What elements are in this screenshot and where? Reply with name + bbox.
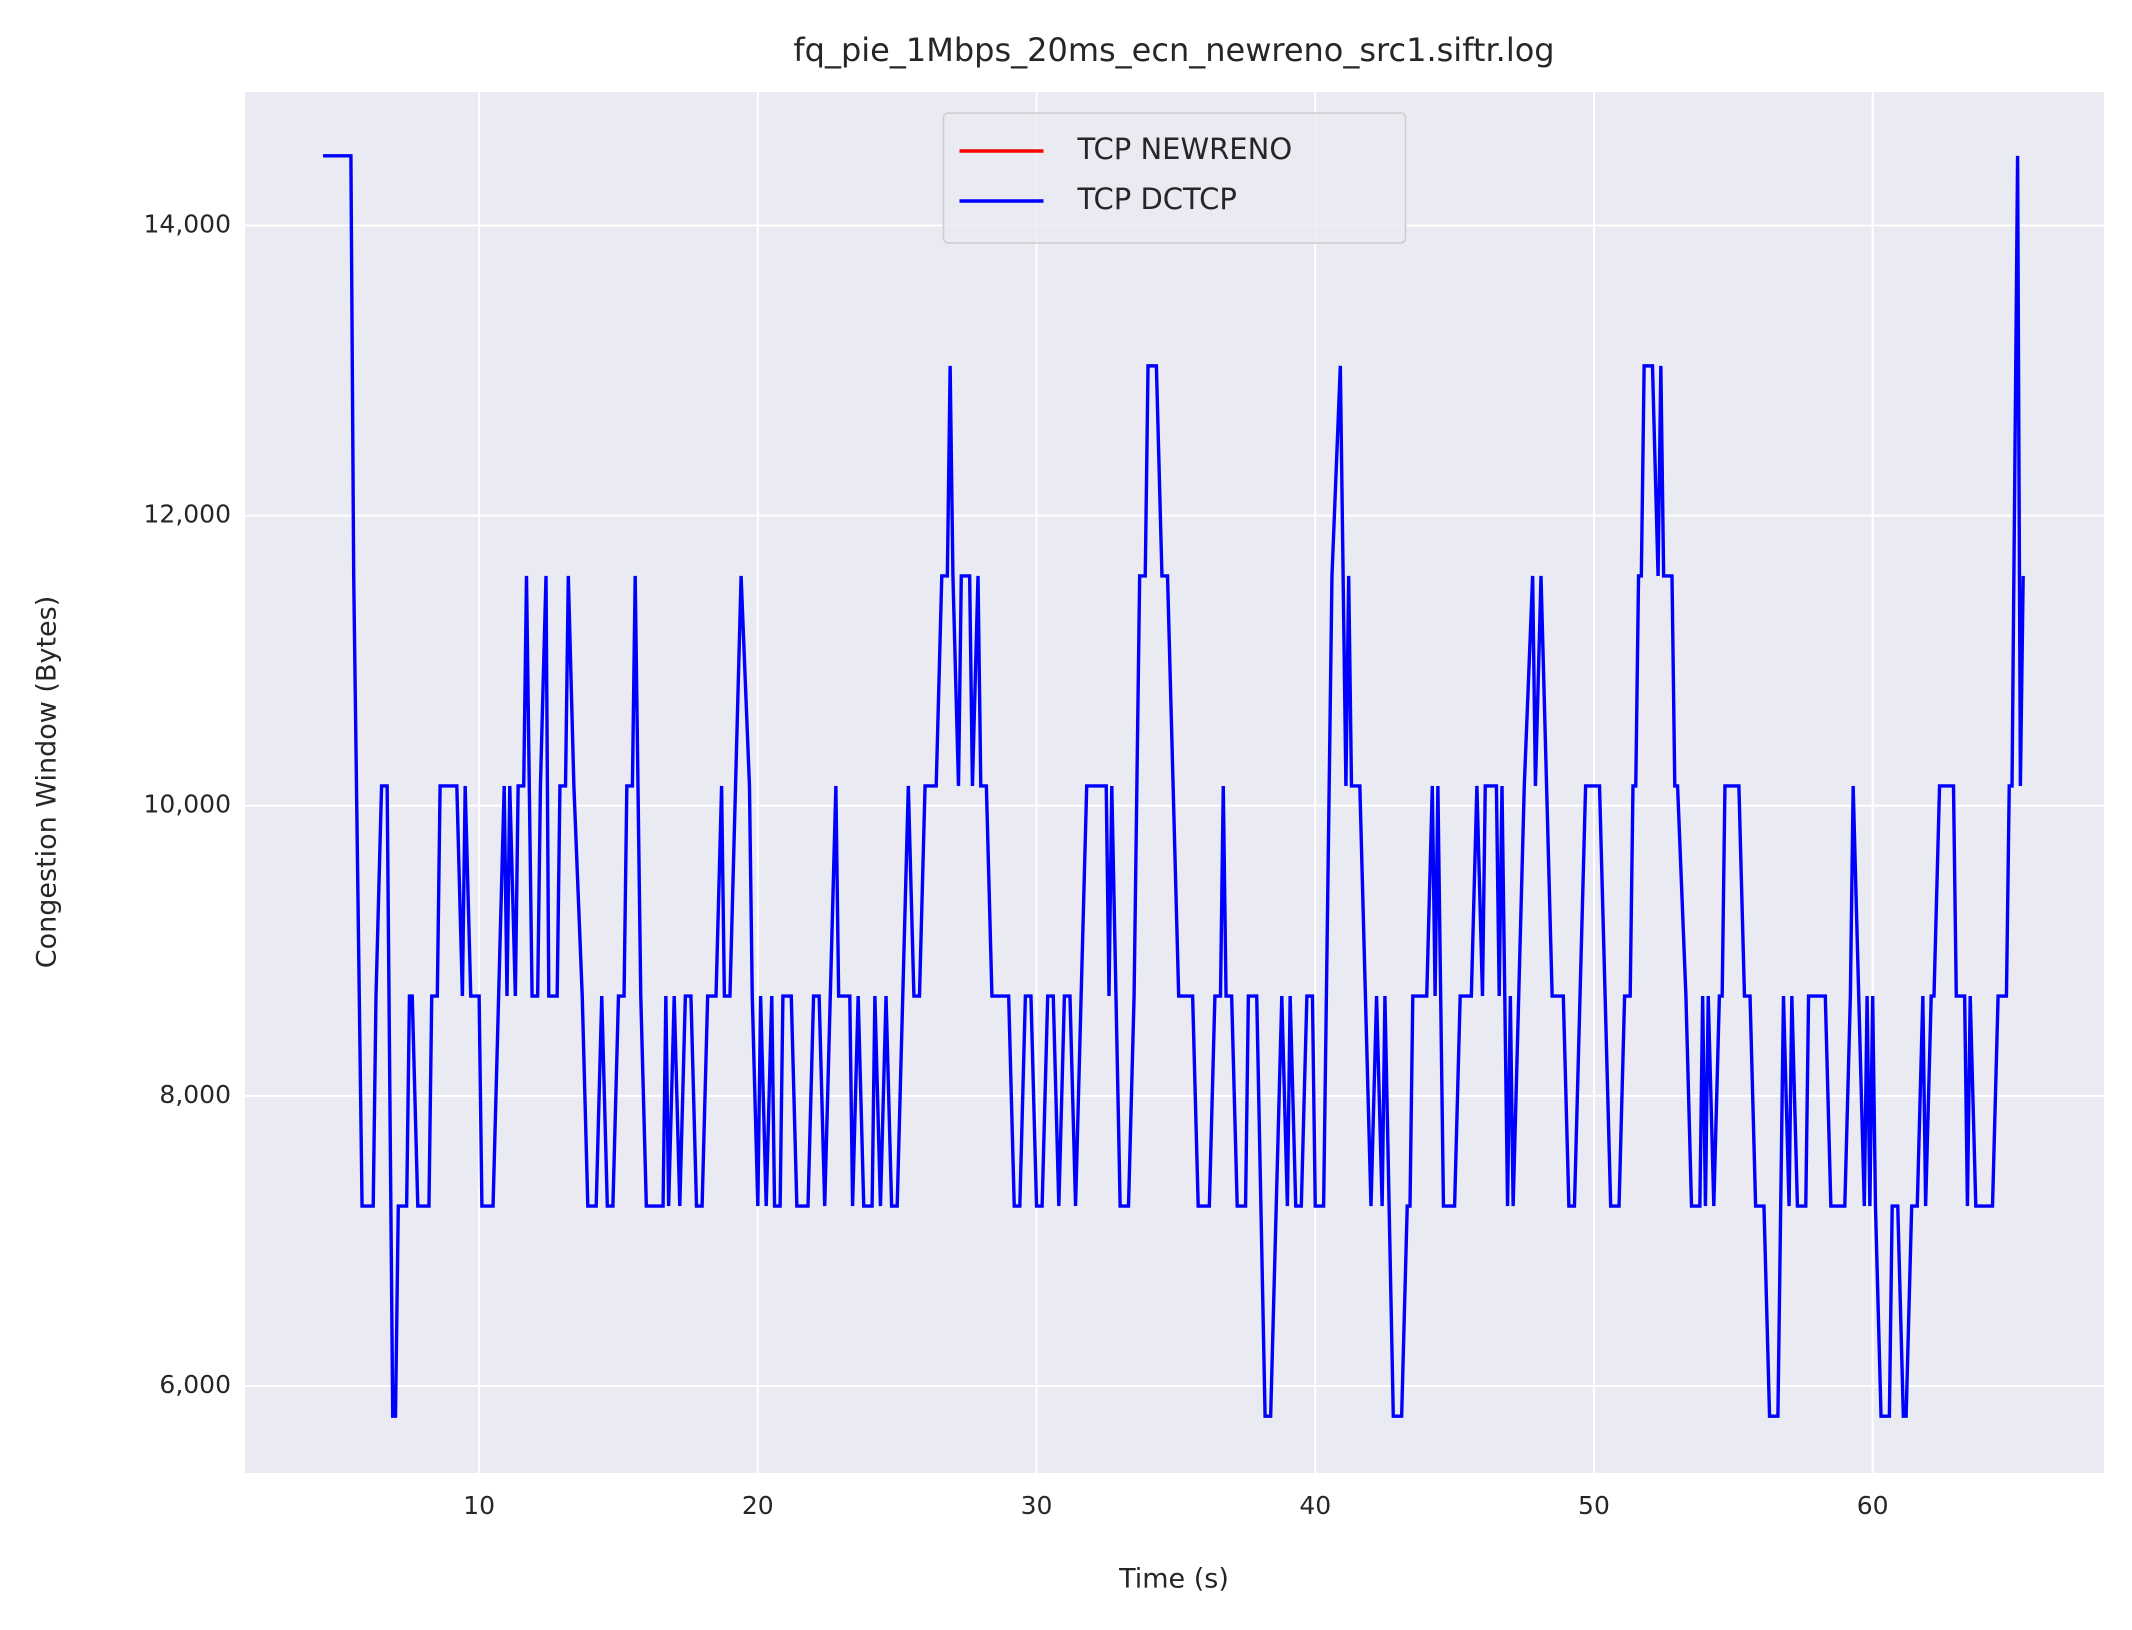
x-tick-label: 50 xyxy=(1578,1491,1610,1520)
series-line xyxy=(323,154,2025,1418)
lines xyxy=(323,154,2025,1418)
x-axis-label: Time (s) xyxy=(1118,1564,1229,1595)
y-axis-label: Congestion Window (Bytes) xyxy=(32,596,63,968)
x-tick-label: 30 xyxy=(1021,1491,1053,1520)
x-tick-label: 10 xyxy=(463,1491,495,1520)
chart-title: fq_pie_1Mbps_20ms_ecn_newreno_src1.siftr… xyxy=(793,31,1554,69)
y-tick-label: 8,000 xyxy=(159,1080,231,1109)
x-tick-label: 40 xyxy=(1299,1491,1331,1520)
x-tick-label: 20 xyxy=(742,1491,774,1520)
legend: TCP NEWRENO TCP DCTCP xyxy=(942,112,1407,244)
legend-label: TCP NEWRENO xyxy=(1077,132,1293,166)
legend-label: TCP DCTCP xyxy=(1077,182,1237,216)
y-tick-label: 6,000 xyxy=(159,1370,231,1399)
y-tick-label: 14,000 xyxy=(144,209,231,238)
legend-box xyxy=(942,112,1407,244)
x-tick-label: 60 xyxy=(1857,1491,1889,1520)
y-tick-label: 12,000 xyxy=(144,500,231,529)
y-tick-label: 10,000 xyxy=(144,790,231,819)
